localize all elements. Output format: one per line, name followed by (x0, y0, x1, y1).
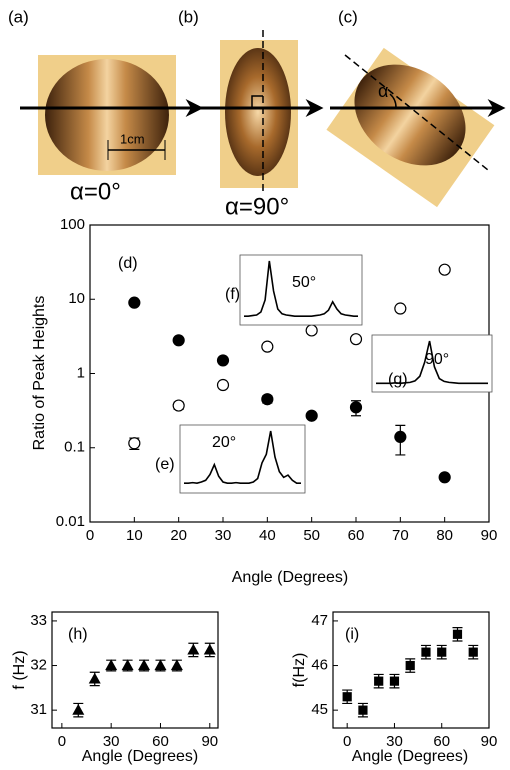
photo-label: (c) (338, 7, 358, 26)
y-tick-label: 1 (77, 364, 85, 381)
marker (121, 659, 134, 671)
marker (437, 647, 447, 657)
panel-label: (h) (68, 626, 88, 643)
photo-label: (a) (8, 7, 29, 26)
x-tick-label: 90 (201, 733, 218, 750)
y-tick-label: 31 (30, 701, 47, 718)
x-tick-label: 0 (343, 733, 351, 750)
x-tick-label: 30 (103, 733, 120, 750)
marker (468, 647, 478, 657)
y-tick-label: 33 (30, 612, 47, 629)
inset-label: (f) (225, 286, 240, 303)
marker (105, 659, 118, 671)
panel-label: (i) (345, 626, 359, 643)
marker (261, 393, 274, 406)
marker (389, 676, 400, 686)
y-tick-label: 45 (311, 701, 328, 718)
marker (394, 302, 407, 315)
y-axis-label: f (Hz) (11, 650, 28, 689)
y-axis-label: f(Hz) (291, 653, 308, 688)
x-tick-label: 90 (481, 527, 498, 544)
marker (172, 399, 185, 412)
x-tick-label: 90 (481, 733, 498, 750)
plot-frame (51, 611, 219, 729)
x-tick-label: 50 (303, 527, 320, 544)
y-tick-label: 32 (30, 657, 47, 674)
marker (421, 647, 431, 657)
marker (216, 354, 230, 367)
marker (216, 378, 230, 392)
photo-label: (b) (178, 7, 199, 26)
marker (305, 409, 318, 422)
marker (138, 659, 151, 671)
marker (438, 263, 451, 276)
x-tick-label: 0 (86, 527, 94, 544)
y-tick-label: 46 (311, 657, 328, 674)
x-tick-label: 60 (348, 527, 365, 544)
photo-a (20, 55, 204, 175)
x-axis-label: Angle (Degrees) (82, 748, 199, 765)
photo-c (326, 47, 506, 208)
marker (128, 437, 141, 450)
spectrum-line (244, 260, 358, 317)
y-axis-label: Ratio of Peak Heights (31, 296, 48, 451)
marker (452, 629, 463, 639)
spectrum-line (376, 340, 488, 385)
x-axis-label: Angle (Degrees) (352, 748, 469, 765)
photo-caption: α=0° (70, 178, 121, 205)
marker (394, 430, 407, 443)
x-tick-label: 40 (259, 527, 276, 544)
scale-label: 1cm (120, 131, 145, 146)
x-tick-label: 60 (433, 733, 450, 750)
marker (172, 334, 185, 347)
y-tick-label: 0.01 (56, 513, 85, 530)
marker (342, 692, 352, 702)
x-tick-label: 30 (386, 733, 403, 750)
marker (349, 401, 363, 414)
x-tick-label: 0 (58, 733, 66, 750)
x-tick-label: 10 (126, 527, 143, 544)
marker (405, 660, 415, 671)
x-tick-label: 30 (215, 527, 232, 544)
x-axis-label: Angle (Degrees) (232, 569, 349, 586)
marker (72, 703, 85, 715)
inset-label: (g) (388, 371, 408, 388)
y-tick-label: 100 (60, 216, 85, 233)
y-tick-label: 0.1 (64, 439, 85, 456)
x-tick-label: 20 (170, 527, 187, 544)
plot-frame (332, 611, 490, 729)
inset-label: (e) (155, 456, 175, 473)
spectrum-line (184, 430, 301, 485)
y-tick-label: 10 (68, 290, 85, 307)
marker (170, 659, 183, 671)
marker (261, 340, 274, 353)
marker (187, 643, 200, 655)
marker (88, 672, 101, 684)
panel-label: (d) (118, 255, 138, 272)
marker (154, 659, 167, 671)
x-tick-label: 70 (392, 527, 409, 544)
inset-annotation: 20° (212, 434, 236, 451)
angle-label: α (378, 81, 388, 101)
marker (203, 643, 216, 655)
y-tick-label: 47 (311, 612, 328, 629)
marker (438, 471, 451, 484)
x-tick-label: 60 (152, 733, 169, 750)
marker (128, 296, 141, 309)
marker (305, 324, 318, 337)
inset-annotation: 90° (425, 351, 449, 368)
inset-annotation: 50° (292, 274, 316, 291)
marker (374, 676, 384, 686)
marker (358, 705, 368, 715)
photo-caption: α=90° (225, 193, 289, 220)
x-tick-label: 80 (436, 527, 453, 544)
marker (349, 333, 363, 346)
photo-b (200, 30, 324, 192)
